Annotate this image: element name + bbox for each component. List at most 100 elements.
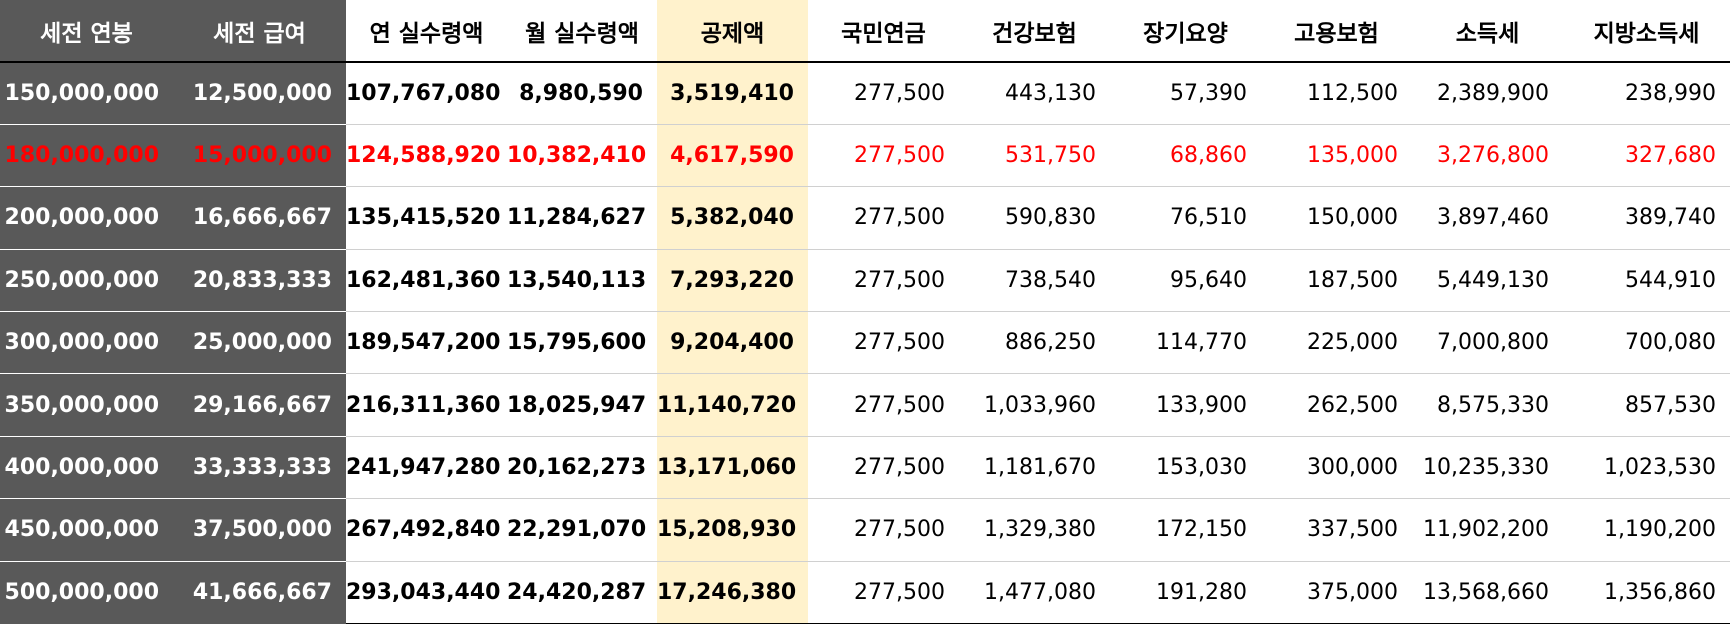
cell-annual-net-pay: 293,043,440 — [346, 561, 507, 625]
cell-deduction: 17,246,380 — [657, 561, 808, 625]
cell-national-pension: 277,500 — [808, 186, 959, 250]
cell-income-tax: 7,000,800 — [1412, 311, 1563, 375]
cell-monthly-net-pay: 15,795,600 — [507, 311, 657, 375]
column-header-long-term-care: 장기요양 — [1110, 0, 1261, 63]
cell-employment-insurance: 187,500 — [1261, 249, 1412, 313]
cell-long-term-care: 191,280 — [1110, 561, 1261, 625]
table-row: 300,000,000 25,000,000 189,547,200 15,795,6… — [0, 311, 1730, 375]
cell-deduction: 4,617,590 — [657, 124, 808, 188]
cell-employment-insurance: 150,000 — [1261, 186, 1412, 250]
column-header-annual-net-pay: 연 실수령액 — [346, 0, 507, 63]
cell-annual-net-pay: 216,311,360 — [346, 373, 507, 437]
cell-income-tax: 5,449,130 — [1412, 249, 1563, 313]
cell-pretax-monthly-salary: 12,500,000 — [173, 62, 346, 125]
cell-local-income-tax: 857,530 — [1563, 373, 1730, 437]
cell-monthly-net-pay: 22,291,070 — [507, 498, 657, 562]
cell-pretax-monthly-salary: 41,666,667 — [173, 561, 346, 624]
column-header-pretax-monthly-salary: 세전 급여 — [173, 0, 346, 63]
cell-health-insurance: 1,181,670 — [959, 436, 1110, 500]
table-row: 150,000,000 12,500,000 107,767,080 8,980,59… — [0, 62, 1730, 125]
cell-monthly-net-pay: 10,382,410 — [507, 124, 657, 188]
cell-employment-insurance: 375,000 — [1261, 561, 1412, 625]
column-header-deduction: 공제액 — [657, 0, 808, 63]
cell-monthly-net-pay: 8,980,590 — [507, 62, 657, 125]
cell-income-tax: 11,902,200 — [1412, 498, 1563, 562]
table-row: 200,000,000 16,666,667 135,415,520 11,284,6… — [0, 186, 1730, 250]
cell-deduction: 5,382,040 — [657, 186, 808, 250]
cell-pretax-monthly-salary: 16,666,667 — [173, 186, 346, 250]
cell-long-term-care: 76,510 — [1110, 186, 1261, 250]
cell-deduction: 13,171,060 — [657, 436, 808, 500]
cell-national-pension: 277,500 — [808, 249, 959, 313]
cell-deduction: 3,519,410 — [657, 62, 808, 125]
cell-local-income-tax: 389,740 — [1563, 186, 1730, 250]
cell-local-income-tax: 544,910 — [1563, 249, 1730, 313]
cell-annual-net-pay: 189,547,200 — [346, 311, 507, 375]
table-row: 350,000,000 29,166,667 216,311,360 18,025,9… — [0, 373, 1730, 437]
cell-annual-net-pay: 162,481,360 — [346, 249, 507, 313]
column-header-local-income-tax: 지방소득세 — [1563, 0, 1730, 63]
cell-income-tax: 3,897,460 — [1412, 186, 1563, 250]
cell-income-tax: 13,568,660 — [1412, 561, 1563, 625]
table-row: 500,000,000 41,666,667 293,043,440 24,420,2… — [0, 561, 1730, 625]
cell-annual-net-pay: 241,947,280 — [346, 436, 507, 500]
cell-health-insurance: 1,033,960 — [959, 373, 1110, 437]
cell-health-insurance: 531,750 — [959, 124, 1110, 188]
cell-national-pension: 277,500 — [808, 373, 959, 437]
cell-deduction: 9,204,400 — [657, 311, 808, 375]
column-header-income-tax: 소득세 — [1412, 0, 1563, 63]
cell-national-pension: 277,500 — [808, 561, 959, 625]
cell-local-income-tax: 1,356,860 — [1563, 561, 1730, 625]
cell-pretax-monthly-salary: 37,500,000 — [173, 498, 346, 562]
cell-pretax-monthly-salary: 15,000,000 — [173, 124, 346, 188]
column-header-employment-insurance: 고용보험 — [1261, 0, 1412, 63]
cell-annual-net-pay: 135,415,520 — [346, 186, 507, 250]
cell-national-pension: 277,500 — [808, 124, 959, 188]
cell-annual-net-pay: 124,588,920 — [346, 124, 507, 188]
cell-long-term-care: 95,640 — [1110, 249, 1261, 313]
cell-pretax-annual-salary: 450,000,000 — [0, 498, 173, 562]
cell-local-income-tax: 1,023,530 — [1563, 436, 1730, 500]
header-row: 세전 연봉 세전 급여 연 실수령액 월 실수령액 공제액 국민연금 건강보험 장기요양 고용보… — [0, 0, 1730, 63]
cell-pretax-annual-salary: 200,000,000 — [0, 186, 173, 250]
table-row: 450,000,000 37,500,000 267,492,840 22,291,0… — [0, 498, 1730, 562]
cell-local-income-tax: 327,680 — [1563, 124, 1730, 188]
cell-national-pension: 277,500 — [808, 436, 959, 500]
table-body: 150,000,000 12,500,000 107,767,080 8,980,59… — [0, 62, 1730, 625]
cell-annual-net-pay: 267,492,840 — [346, 498, 507, 562]
cell-employment-insurance: 337,500 — [1261, 498, 1412, 562]
cell-national-pension: 277,500 — [808, 311, 959, 375]
table-row: 180,000,000 15,000,000 124,588,920 10,382,4… — [0, 124, 1730, 188]
column-header-monthly-net-pay: 월 실수령액 — [507, 0, 657, 63]
cell-employment-insurance: 300,000 — [1261, 436, 1412, 500]
cell-local-income-tax: 1,190,200 — [1563, 498, 1730, 562]
cell-health-insurance: 1,477,080 — [959, 561, 1110, 625]
cell-long-term-care: 68,860 — [1110, 124, 1261, 188]
cell-annual-net-pay: 107,767,080 — [346, 62, 507, 125]
cell-income-tax: 8,575,330 — [1412, 373, 1563, 437]
cell-health-insurance: 738,540 — [959, 249, 1110, 313]
cell-monthly-net-pay: 20,162,273 — [507, 436, 657, 500]
cell-monthly-net-pay: 18,025,947 — [507, 373, 657, 437]
cell-employment-insurance: 262,500 — [1261, 373, 1412, 437]
cell-deduction: 11,140,720 — [657, 373, 808, 437]
cell-local-income-tax: 700,080 — [1563, 311, 1730, 375]
cell-income-tax: 10,235,330 — [1412, 436, 1563, 500]
cell-long-term-care: 114,770 — [1110, 311, 1261, 375]
cell-pretax-annual-salary: 300,000,000 — [0, 311, 173, 375]
cell-long-term-care: 153,030 — [1110, 436, 1261, 500]
cell-pretax-annual-salary: 350,000,000 — [0, 373, 173, 437]
cell-deduction: 7,293,220 — [657, 249, 808, 313]
table-row: 250,000,000 20,833,333 162,481,360 13,540,1… — [0, 249, 1730, 313]
cell-pretax-annual-salary: 150,000,000 — [0, 62, 173, 125]
cell-national-pension: 277,500 — [808, 498, 959, 562]
cell-health-insurance: 590,830 — [959, 186, 1110, 250]
cell-pretax-annual-salary: 250,000,000 — [0, 249, 173, 313]
column-header-pretax-annual-salary: 세전 연봉 — [0, 0, 173, 63]
cell-health-insurance: 443,130 — [959, 62, 1110, 125]
column-header-national-pension: 국민연금 — [808, 0, 959, 63]
cell-monthly-net-pay: 24,420,287 — [507, 561, 657, 625]
cell-health-insurance: 1,329,380 — [959, 498, 1110, 562]
